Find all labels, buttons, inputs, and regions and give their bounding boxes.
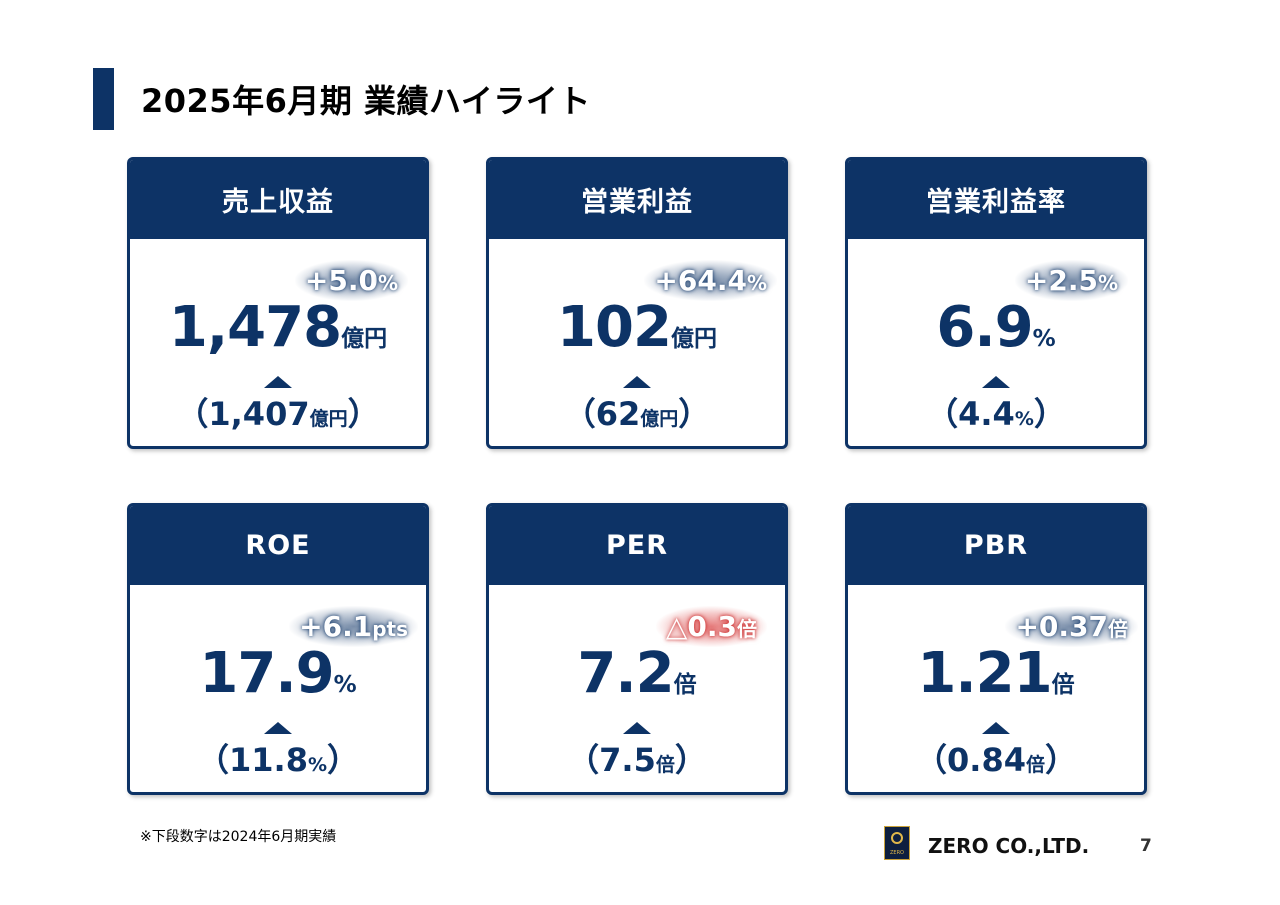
prev-number: 1,407 xyxy=(208,395,310,433)
prev-unit: 億円 xyxy=(309,408,348,430)
card-label: PER xyxy=(489,506,785,585)
value-unit: 億円 xyxy=(670,326,717,352)
prev-number: 0.84 xyxy=(947,741,1026,779)
card-label: 売上収益 xyxy=(130,160,426,239)
value-unit: % xyxy=(1032,326,1056,352)
title-accent-bar xyxy=(93,68,114,130)
value-number: 1.21 xyxy=(917,641,1052,706)
change-value: +6.1 xyxy=(299,610,373,643)
change-unit: pts xyxy=(372,617,408,641)
change-unit: 倍 xyxy=(1108,617,1128,641)
value-number: 1,478 xyxy=(168,295,342,360)
paren-close: ） xyxy=(678,395,711,433)
prev-number: 7.5 xyxy=(599,741,656,779)
value-unit: 倍 xyxy=(673,672,697,698)
change-value: △0.3 xyxy=(665,610,737,643)
value-unit: 億円 xyxy=(341,326,388,352)
card-label: ROE xyxy=(130,506,426,585)
prev-number: 62 xyxy=(595,395,641,433)
change-unit: 倍 xyxy=(737,617,757,641)
prev-unit: 億円 xyxy=(640,408,679,430)
current-value: 6.9% xyxy=(848,300,1144,356)
change-badge: △0.3倍 xyxy=(655,606,767,647)
prev-unit: % xyxy=(1014,408,1034,430)
value-unit: % xyxy=(333,672,357,698)
card-operating-margin: 営業利益率 +2.5% 6.9% （4.4%） xyxy=(845,157,1147,449)
up-arrow-icon xyxy=(982,376,1010,388)
footnote: ※下段数字は2024年6月期実績 xyxy=(140,829,337,845)
value-number: 7.2 xyxy=(577,641,674,706)
paren-close: ） xyxy=(327,741,360,779)
page-number: 7 xyxy=(1140,836,1152,856)
up-arrow-icon xyxy=(623,376,651,388)
card-label: PBR xyxy=(848,506,1144,585)
prev-number: 11.8 xyxy=(229,741,308,779)
paren-open: （ xyxy=(176,395,209,433)
card-operating-profit: 営業利益 +64.4% 102億円 （62億円） xyxy=(486,157,788,449)
up-arrow-icon xyxy=(623,722,651,734)
paren-open: （ xyxy=(567,741,600,779)
prev-number: 4.4 xyxy=(958,395,1015,433)
paren-open: （ xyxy=(915,741,948,779)
paren-close: ） xyxy=(347,395,380,433)
prev-unit: % xyxy=(307,754,327,776)
card-pbr: PBR +0.37倍 1.21倍 （0.84倍） xyxy=(845,503,1147,795)
prev-unit: 倍 xyxy=(655,754,675,776)
previous-value: （4.4%） xyxy=(848,398,1144,430)
previous-value: （62億円） xyxy=(489,398,785,430)
card-per: PER △0.3倍 7.2倍 （7.5倍） xyxy=(486,503,788,795)
card-roe: ROE +6.1pts 17.9% （11.8%） xyxy=(127,503,429,795)
change-value: +64.4 xyxy=(654,264,747,297)
change-badge: +64.4% xyxy=(644,260,777,301)
change-badge: +0.37倍 xyxy=(1005,606,1138,647)
paren-close: ） xyxy=(674,741,707,779)
value-number: 17.9 xyxy=(199,641,334,706)
card-label: 営業利益率 xyxy=(848,160,1144,239)
change-unit: % xyxy=(746,271,767,295)
current-value: 1.21倍 xyxy=(848,646,1144,702)
change-value: +2.5 xyxy=(1024,264,1098,297)
current-value: 7.2倍 xyxy=(489,646,785,702)
value-number: 102 xyxy=(557,295,672,360)
previous-value: （1,407億円） xyxy=(130,398,426,430)
previous-value: （7.5倍） xyxy=(489,744,785,776)
current-value: 17.9% xyxy=(130,646,426,702)
paren-open: （ xyxy=(196,741,229,779)
up-arrow-icon xyxy=(264,376,292,388)
change-unit: % xyxy=(377,271,398,295)
previous-value: （0.84倍） xyxy=(848,744,1144,776)
company-logo-icon: ZERO xyxy=(884,826,910,860)
card-revenue: 売上収益 +5.0% 1,478億円 （1,407億円） xyxy=(127,157,429,449)
change-value: +0.37 xyxy=(1015,610,1108,643)
change-unit: % xyxy=(1097,271,1118,295)
current-value: 1,478億円 xyxy=(130,300,426,356)
up-arrow-icon xyxy=(982,722,1010,734)
paren-close: ） xyxy=(1033,395,1066,433)
card-label: 営業利益 xyxy=(489,160,785,239)
up-arrow-icon xyxy=(264,722,292,734)
change-badge: +6.1pts xyxy=(289,606,418,647)
current-value: 102億円 xyxy=(489,300,785,356)
paren-open: （ xyxy=(926,395,959,433)
change-badge: +2.5% xyxy=(1014,260,1128,301)
logo-text: ZERO xyxy=(890,850,904,856)
prev-unit: 倍 xyxy=(1025,754,1045,776)
change-value: +5.0 xyxy=(304,264,378,297)
change-badge: +5.0% xyxy=(294,260,408,301)
company-name: ZERO CO.,LTD. xyxy=(928,834,1090,858)
page-title: 2025年6月期 業績ハイライト xyxy=(141,82,591,120)
value-unit: 倍 xyxy=(1051,672,1075,698)
previous-value: （11.8%） xyxy=(130,744,426,776)
paren-open: （ xyxy=(563,395,596,433)
paren-close: ） xyxy=(1044,741,1077,779)
value-number: 6.9 xyxy=(936,295,1033,360)
